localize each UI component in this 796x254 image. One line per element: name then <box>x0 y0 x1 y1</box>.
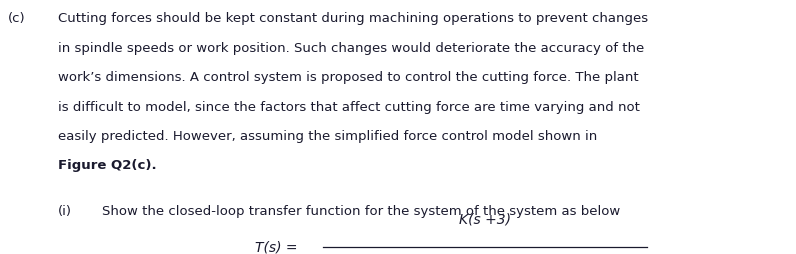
Text: Figure Q2(c).: Figure Q2(c). <box>58 160 157 172</box>
Text: T(s) =: T(s) = <box>255 240 298 254</box>
Text: (i): (i) <box>58 205 72 218</box>
Text: easily predicted. However, assuming the simplified force control model shown in: easily predicted. However, assuming the … <box>58 130 597 143</box>
Text: work’s dimensions. A control system is proposed to control the cutting force. Th: work’s dimensions. A control system is p… <box>58 71 638 84</box>
Text: K(s +3): K(s +3) <box>459 212 511 226</box>
Text: is difficult to model, since the factors that affect cutting force are time vary: is difficult to model, since the factors… <box>58 101 640 114</box>
Text: Cutting forces should be kept constant during machining operations to prevent ch: Cutting forces should be kept constant d… <box>58 12 648 25</box>
Text: (c): (c) <box>8 12 25 25</box>
Text: in spindle speeds or work position. Such changes would deteriorate the accuracy : in spindle speeds or work position. Such… <box>58 41 644 55</box>
Text: Show the closed-loop transfer function for the system of the system as below: Show the closed-loop transfer function f… <box>102 205 620 218</box>
